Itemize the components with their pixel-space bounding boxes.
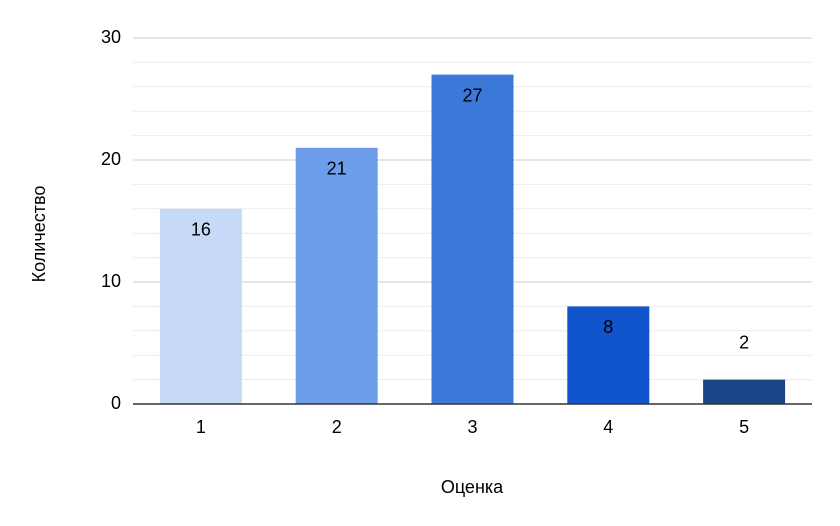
bar [295, 147, 378, 405]
data-label: 2 [739, 332, 749, 352]
y-tick-label: 0 [111, 393, 121, 413]
x-axis-title: Оценка [441, 477, 504, 497]
data-label: 21 [327, 159, 347, 179]
data-label: 8 [603, 317, 613, 337]
y-tick-label: 10 [101, 271, 121, 291]
bar [567, 306, 650, 404]
x-tick-label: 3 [467, 417, 477, 437]
data-label: 16 [191, 220, 211, 240]
y-axis-title: Количество [29, 186, 49, 283]
y-tick-label: 30 [101, 27, 121, 47]
bar [703, 379, 786, 404]
bar [431, 74, 514, 404]
bar [159, 208, 242, 404]
data-label: 27 [462, 85, 482, 105]
x-tick-label: 1 [196, 417, 206, 437]
x-tick-label: 4 [603, 417, 613, 437]
x-tick-label: 2 [332, 417, 342, 437]
y-tick-label: 20 [101, 149, 121, 169]
x-tick-label: 5 [739, 417, 749, 437]
